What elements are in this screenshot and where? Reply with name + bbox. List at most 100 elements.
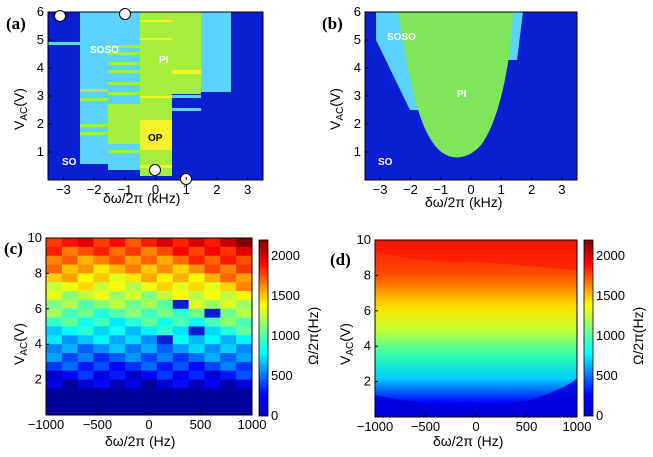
heatmap-cell bbox=[141, 317, 158, 328]
heatmap-cell bbox=[236, 353, 252, 363]
x-tick-label: 0 bbox=[152, 182, 159, 197]
heatmap-cell bbox=[125, 397, 142, 407]
heatmap-cell bbox=[46, 406, 63, 415]
heatmap-cell bbox=[125, 361, 142, 372]
heatmap-cell bbox=[204, 326, 221, 336]
heatmap-cell bbox=[77, 335, 95, 345]
heatmap-cell bbox=[236, 344, 252, 354]
x-tick-label: 2 bbox=[213, 182, 220, 197]
heatmap-cell bbox=[236, 246, 252, 257]
heatmap-cell bbox=[172, 317, 190, 328]
heatmap-cell bbox=[61, 379, 79, 390]
y-tick-label: 1 bbox=[37, 144, 44, 159]
region-pi-right bbox=[172, 12, 201, 94]
heatmap-cell bbox=[141, 361, 158, 372]
heatmap-cell bbox=[125, 317, 142, 328]
y-tick-label: 8 bbox=[35, 265, 42, 280]
heatmap-cell bbox=[93, 388, 110, 398]
heatmap-cell bbox=[141, 299, 158, 310]
a-y-axis: 1 2 3 4 5 6 bbox=[37, 4, 51, 159]
heatmap-cell bbox=[61, 344, 79, 354]
region-soso-right bbox=[201, 12, 231, 92]
d-heatmap-top bbox=[375, 240, 577, 270]
heatmap-cell bbox=[46, 291, 63, 301]
c-x-axis: −1000 −500 0 500 1000 bbox=[28, 412, 267, 432]
heatmap-cell bbox=[93, 361, 110, 372]
heatmap-cell bbox=[141, 291, 158, 301]
heatmap-cell bbox=[141, 379, 158, 390]
band-green-6 bbox=[108, 92, 140, 95]
colorbar-tick-label: 2000 bbox=[271, 248, 300, 263]
y-tick-label: 4 bbox=[37, 60, 44, 75]
heatmap-cell bbox=[93, 238, 110, 248]
b-y-axis-label: VAC(V) bbox=[327, 88, 346, 130]
y-tick-label: 6 bbox=[35, 301, 42, 316]
heatmap-cell bbox=[220, 282, 237, 292]
y-tick-label: 10 bbox=[28, 230, 42, 245]
heatmap-cell bbox=[188, 335, 206, 345]
heatmap-cell bbox=[172, 282, 190, 292]
heatmap-cell bbox=[204, 255, 221, 266]
y-tick-label: 4 bbox=[354, 60, 361, 75]
marker-2 bbox=[119, 8, 131, 20]
heatmap-cell bbox=[236, 255, 252, 266]
heatmap-cell bbox=[93, 397, 110, 407]
x-tick-label: 1000 bbox=[238, 417, 267, 432]
heatmap-cell bbox=[109, 255, 126, 266]
heatmap-cell bbox=[141, 273, 158, 283]
heatmap-cell bbox=[172, 255, 190, 266]
x-tick-label: −2 bbox=[87, 182, 102, 197]
heatmap-cell bbox=[236, 264, 252, 274]
heatmap-cell bbox=[46, 353, 63, 363]
heatmap-cell bbox=[141, 246, 158, 257]
d-y-axis-label: VAC(V) bbox=[337, 323, 356, 365]
heatmap-cell bbox=[220, 335, 237, 345]
heatmap-cell bbox=[220, 353, 237, 363]
heatmap-cell bbox=[61, 335, 79, 345]
heatmap-cell bbox=[220, 246, 237, 257]
heatmap-cell bbox=[109, 406, 126, 415]
heatmap-cell bbox=[172, 326, 190, 336]
heatmap-cell bbox=[109, 308, 126, 319]
colorbar-tick-label: 1000 bbox=[596, 328, 625, 343]
x-tick-label: −1 bbox=[117, 182, 132, 197]
heatmap-cell bbox=[93, 291, 110, 301]
heatmap-cell bbox=[77, 361, 95, 372]
colorbar-tick-label: 1000 bbox=[271, 328, 300, 343]
band-green-2 bbox=[108, 52, 140, 55]
heatmap-cell bbox=[125, 255, 142, 266]
heatmap-cell bbox=[188, 238, 206, 248]
b-region-pi bbox=[398, 12, 513, 158]
heatmap-cell bbox=[77, 406, 95, 415]
heatmap-cell bbox=[141, 264, 158, 274]
heatmap-cell bbox=[156, 353, 174, 363]
heatmap-cell bbox=[93, 282, 110, 292]
heatmap-cell bbox=[188, 406, 206, 415]
heatmap-cell bbox=[220, 317, 237, 328]
a-x-axis: −3 −2 −1 0 1 2 3 bbox=[56, 177, 251, 197]
heatmap-cell bbox=[188, 361, 206, 372]
c-colorbar-ticks: 0 500 1000 1500 2000 bbox=[271, 248, 300, 423]
heatmap-cell bbox=[109, 282, 126, 292]
heatmap-cell bbox=[204, 379, 221, 390]
x-tick-label: 0 bbox=[145, 417, 152, 432]
heatmap-cell bbox=[156, 264, 174, 274]
heatmap-cell bbox=[141, 255, 158, 266]
heatmap-cell bbox=[141, 370, 158, 381]
heatmap-cell bbox=[204, 317, 221, 328]
heatmap-cell bbox=[188, 246, 206, 257]
heatmap-cell bbox=[93, 264, 110, 274]
colorbar-tick-label: 0 bbox=[271, 408, 278, 423]
panel-letter-b: (b) bbox=[322, 14, 343, 33]
b-x-axis: −3 −2 −1 0 1 2 3 bbox=[373, 177, 565, 197]
heatmap-cell bbox=[46, 379, 63, 390]
heatmap-cell bbox=[172, 344, 190, 354]
heatmap-cell bbox=[156, 238, 174, 248]
heatmap-cell bbox=[188, 344, 206, 354]
region-pi-yellow-3 bbox=[140, 96, 172, 98]
heatmap-cell bbox=[109, 246, 126, 257]
heatmap-cell bbox=[77, 370, 95, 381]
band-green-1 bbox=[108, 45, 140, 48]
region-pi-column bbox=[140, 12, 172, 176]
y-tick-label: 2 bbox=[354, 116, 361, 131]
